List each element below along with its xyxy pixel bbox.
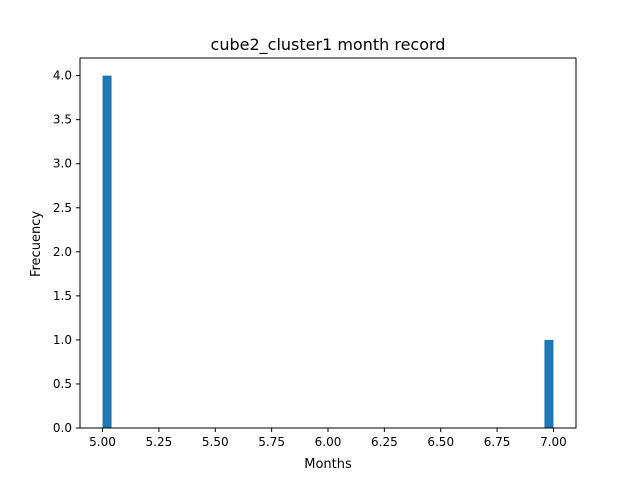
y-axis-label: Frecuency <box>29 211 44 277</box>
x-tick-label: 5.75 <box>258 435 285 449</box>
histogram-bar <box>102 75 112 428</box>
x-tick-label: 6.25 <box>371 435 398 449</box>
y-tick-label: 3.5 <box>53 113 72 127</box>
y-tick-label: 0.0 <box>53 421 72 435</box>
x-tick-label: 5.50 <box>202 435 229 449</box>
chart-title: cube2_cluster1 month record <box>211 35 446 55</box>
x-axis-label: Months <box>304 457 352 472</box>
x-tick-label: 5.00 <box>89 435 116 449</box>
y-tick-label: 1.5 <box>53 289 72 303</box>
x-tick-label: 6.75 <box>484 435 511 449</box>
y-tick-label: 4.0 <box>53 69 72 83</box>
x-tick-label: 6.50 <box>427 435 454 449</box>
ticks-layer: 5.00 5.25 5.50 5.75 6.00 6.25 6.50 6.75 7.00 0.0 0… <box>53 69 567 449</box>
x-tick-label: 5.25 <box>146 435 173 449</box>
y-tick-label: 0.5 <box>53 377 72 391</box>
y-tick-label: 3.0 <box>53 157 72 171</box>
bars-layer <box>102 75 554 428</box>
plot-area-frame <box>79 57 577 429</box>
x-tick-label: 6.00 <box>315 435 342 449</box>
y-tick-label: 1.0 <box>53 333 72 347</box>
x-tick-label: 7.00 <box>540 435 567 449</box>
y-tick-label: 2.5 <box>53 201 72 215</box>
histogram-bar <box>544 339 554 428</box>
y-tick-label: 2.0 <box>53 245 72 259</box>
